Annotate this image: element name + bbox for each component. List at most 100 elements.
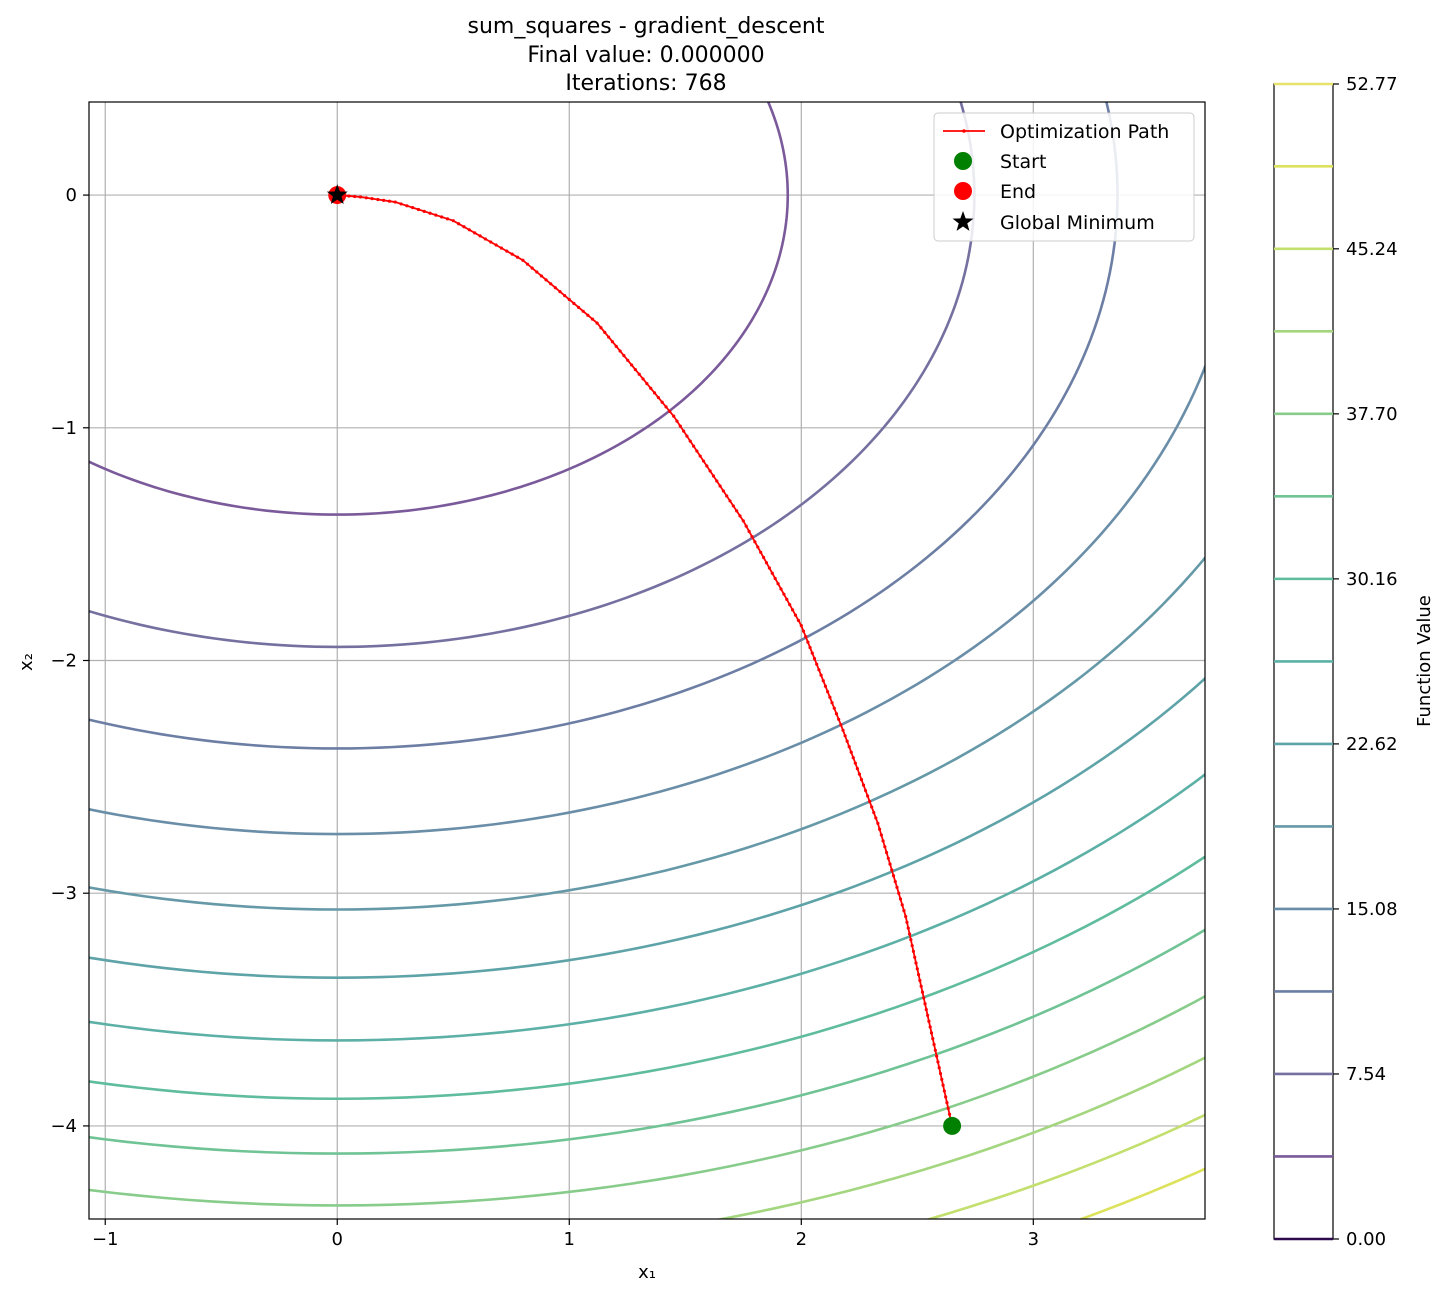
path-point: [935, 1054, 939, 1058]
path-point: [747, 529, 751, 533]
path-point: [944, 1095, 948, 1099]
y-tick-label: 0: [66, 185, 77, 206]
path-point: [776, 582, 780, 586]
path-point: [626, 358, 630, 362]
path-point: [918, 978, 922, 983]
path-point: [890, 868, 894, 872]
path-point: [931, 1037, 935, 1041]
path-point: [920, 990, 925, 994]
contour-level-line: [89, 102, 1119, 750]
path-point: [785, 597, 789, 602]
path-point: [874, 816, 878, 820]
x-tick-label: 2: [796, 1229, 807, 1250]
path-point: [830, 701, 834, 705]
path-point: [675, 419, 679, 423]
path-point: [922, 996, 926, 1000]
path-point: [364, 196, 368, 200]
legend-label-global-minimum: Global Minimum: [1000, 212, 1155, 234]
path-point: [933, 1048, 937, 1052]
path-point: [945, 1101, 949, 1105]
path-point: [457, 222, 461, 226]
path-point: [725, 494, 729, 498]
path-point: [937, 1066, 941, 1070]
x-tick-label: 1: [564, 1229, 575, 1250]
legend-end-swatch: [954, 182, 972, 200]
path-point: [660, 400, 664, 404]
colorbar-tick-label: 0.00: [1346, 1229, 1386, 1250]
path-point: [897, 891, 901, 895]
path-point: [750, 534, 754, 539]
legend-label-start: Start: [1000, 151, 1046, 173]
path-point: [701, 459, 706, 463]
path-point: [863, 788, 868, 793]
path-point: [422, 209, 426, 213]
path-point: [878, 827, 882, 831]
path-point: [947, 1112, 952, 1116]
path-point: [796, 618, 800, 622]
path-point: [576, 305, 581, 309]
title-line-2: Final value: 0.000000: [527, 43, 764, 68]
path-point: [923, 1002, 927, 1006]
path-point: [399, 202, 403, 206]
x-axis-ticks: −1 0 1 2 3: [92, 1219, 1039, 1250]
path-point: [685, 434, 689, 438]
path-point: [610, 340, 615, 344]
path-point: [891, 874, 896, 878]
contour-level-line: [89, 555, 1205, 911]
path-point: [946, 1106, 950, 1111]
path-point: [929, 1031, 934, 1035]
x-tick-label: −1: [92, 1229, 119, 1250]
path-point: [603, 330, 607, 334]
path-point: [572, 301, 576, 306]
path-point: [782, 592, 786, 596]
path-point: [530, 266, 534, 270]
path-point: [539, 274, 544, 278]
path-point: [440, 215, 444, 219]
colorbar-ticks: 0.00 7.54 15.08 22.62 30.16 37.70 45.24 52.77: [1333, 74, 1398, 1250]
legend-path-dot: [962, 129, 966, 133]
path-point: [857, 772, 862, 776]
path-point: [649, 386, 653, 390]
y-axis-label: x₂: [16, 653, 37, 671]
path-point: [911, 949, 916, 953]
path-point: [738, 514, 742, 518]
path-point: [656, 395, 660, 400]
path-point: [881, 839, 885, 843]
path-point: [940, 1077, 944, 1081]
optimization-path: [337, 193, 954, 1128]
path-point: [473, 231, 477, 235]
path-point: [898, 897, 903, 901]
path-point: [905, 920, 909, 924]
path-point: [708, 469, 712, 473]
path-point: [741, 519, 745, 523]
path-point: [718, 484, 722, 488]
path-point: [888, 862, 892, 866]
path-point: [764, 561, 769, 565]
path-point: [884, 850, 889, 855]
path-point: [705, 464, 709, 468]
path-point: [434, 213, 438, 217]
path-point: [553, 286, 557, 290]
global-minimum-marker: [326, 184, 348, 204]
path-point: [801, 629, 806, 633]
path-point: [942, 1089, 946, 1093]
path-point: [387, 199, 392, 203]
path-point: [451, 219, 455, 223]
path-point: [910, 943, 914, 948]
path-point: [489, 240, 493, 244]
path-point: [499, 246, 504, 250]
path-point: [919, 984, 923, 988]
contour-level-line: [89, 928, 1205, 1155]
path-point: [370, 197, 374, 201]
path-point: [405, 204, 409, 208]
path-point: [866, 794, 870, 798]
legend-start-swatch: [954, 152, 972, 170]
y-tick-label: −1: [50, 418, 77, 439]
path-point: [698, 454, 702, 458]
path-point: [883, 845, 887, 849]
path-point: [581, 309, 585, 313]
path-point: [914, 961, 918, 965]
